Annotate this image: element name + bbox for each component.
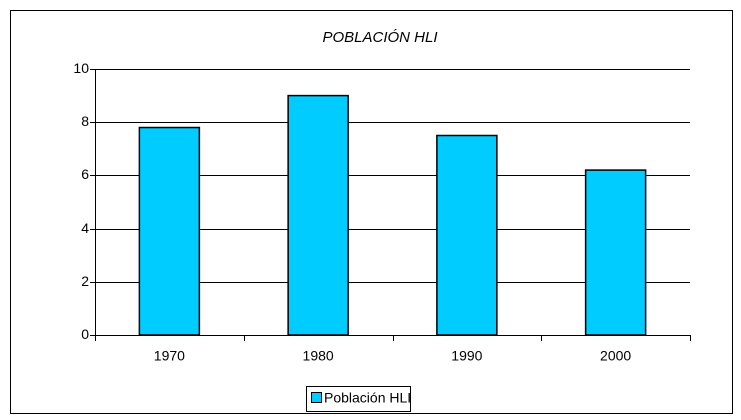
x-tick-label: 1990: [451, 348, 482, 364]
legend-swatch: [311, 392, 322, 403]
x-tick-label: 1980: [303, 348, 334, 364]
y-tick-label: 10: [73, 60, 89, 76]
legend-box: [306, 386, 411, 412]
x-tick-label: 2000: [600, 348, 631, 364]
bar: [584, 169, 647, 336]
bar: [287, 94, 349, 336]
y-tick-label: 6: [81, 166, 89, 182]
x-tick-label: 1970: [154, 348, 185, 364]
y-tick-label: 8: [81, 113, 89, 129]
bar: [436, 134, 498, 336]
legend-label: Población HLI: [324, 390, 411, 406]
bar: [138, 126, 201, 336]
y-tick-label: 4: [81, 220, 89, 236]
chart-title: POBLACIÓN HLI: [322, 29, 437, 46]
y-tick-label: 2: [81, 273, 89, 289]
y-tick-label: 0: [81, 326, 89, 342]
